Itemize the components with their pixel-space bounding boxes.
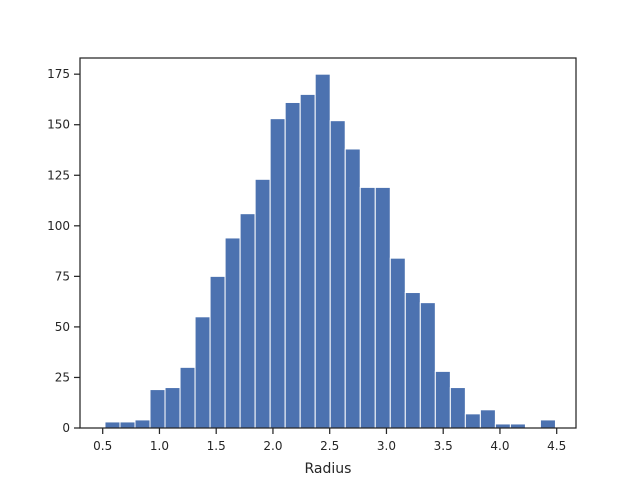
histogram-bar bbox=[224, 237, 241, 429]
y-tick-label: 125 bbox=[47, 168, 70, 182]
histogram-bar bbox=[119, 421, 136, 429]
y-tick-label: 25 bbox=[55, 370, 70, 384]
histogram-bar bbox=[284, 101, 301, 429]
histogram-bar bbox=[389, 257, 406, 429]
histogram-bar bbox=[404, 292, 421, 429]
x-tick-label: 4.5 bbox=[547, 439, 566, 453]
histogram-bar bbox=[359, 186, 376, 429]
histogram-bar bbox=[479, 409, 496, 429]
histogram-bar bbox=[374, 186, 391, 429]
plot-frame bbox=[79, 57, 577, 429]
histogram-bar bbox=[539, 419, 556, 429]
x-tick-label: 0.5 bbox=[93, 439, 112, 453]
y-tick-label: 75 bbox=[55, 269, 70, 283]
histogram-bar bbox=[434, 370, 451, 429]
histogram-bar bbox=[419, 302, 436, 429]
x-tick-label: 3.0 bbox=[377, 439, 396, 453]
y-tick-label: 100 bbox=[47, 219, 70, 233]
histogram-bar bbox=[329, 120, 346, 429]
x-tick-label: 4.0 bbox=[490, 439, 509, 453]
histogram-bar bbox=[164, 387, 181, 429]
histogram-bar bbox=[344, 148, 361, 429]
x-axis-ticks: 0.5 1.0 1.5 2.0 2.5 3.0 3.5 4.0 4.5 bbox=[93, 428, 566, 453]
histogram-bar bbox=[299, 93, 316, 429]
x-tick-label: 2.5 bbox=[320, 439, 339, 453]
histogram-bar bbox=[269, 118, 286, 429]
y-tick-label: 0 bbox=[62, 421, 70, 435]
histogram-bar bbox=[239, 213, 256, 429]
x-tick-label: 1.0 bbox=[150, 439, 169, 453]
histogram-bar bbox=[179, 366, 196, 429]
histogram-bar bbox=[134, 419, 151, 429]
histogram-bar bbox=[209, 275, 226, 429]
histogram-bar bbox=[314, 73, 331, 429]
y-axis-ticks: 0 25 50 75 100 125 150 175 bbox=[47, 67, 80, 435]
x-tick-label: 2.0 bbox=[263, 439, 282, 453]
histogram-bar bbox=[104, 421, 121, 429]
x-tick-label: 1.5 bbox=[207, 439, 226, 453]
y-tick-label: 150 bbox=[47, 118, 70, 132]
histogram-bar bbox=[464, 413, 481, 429]
histogram-bar bbox=[149, 389, 166, 429]
histogram-bar bbox=[254, 178, 271, 429]
x-tick-label: 3.5 bbox=[434, 439, 453, 453]
histogram-bar bbox=[194, 316, 211, 429]
x-axis-label: Radius bbox=[305, 461, 352, 477]
y-tick-label: 50 bbox=[55, 320, 70, 334]
histogram-bar bbox=[449, 387, 466, 429]
y-tick-label: 175 bbox=[47, 67, 70, 81]
